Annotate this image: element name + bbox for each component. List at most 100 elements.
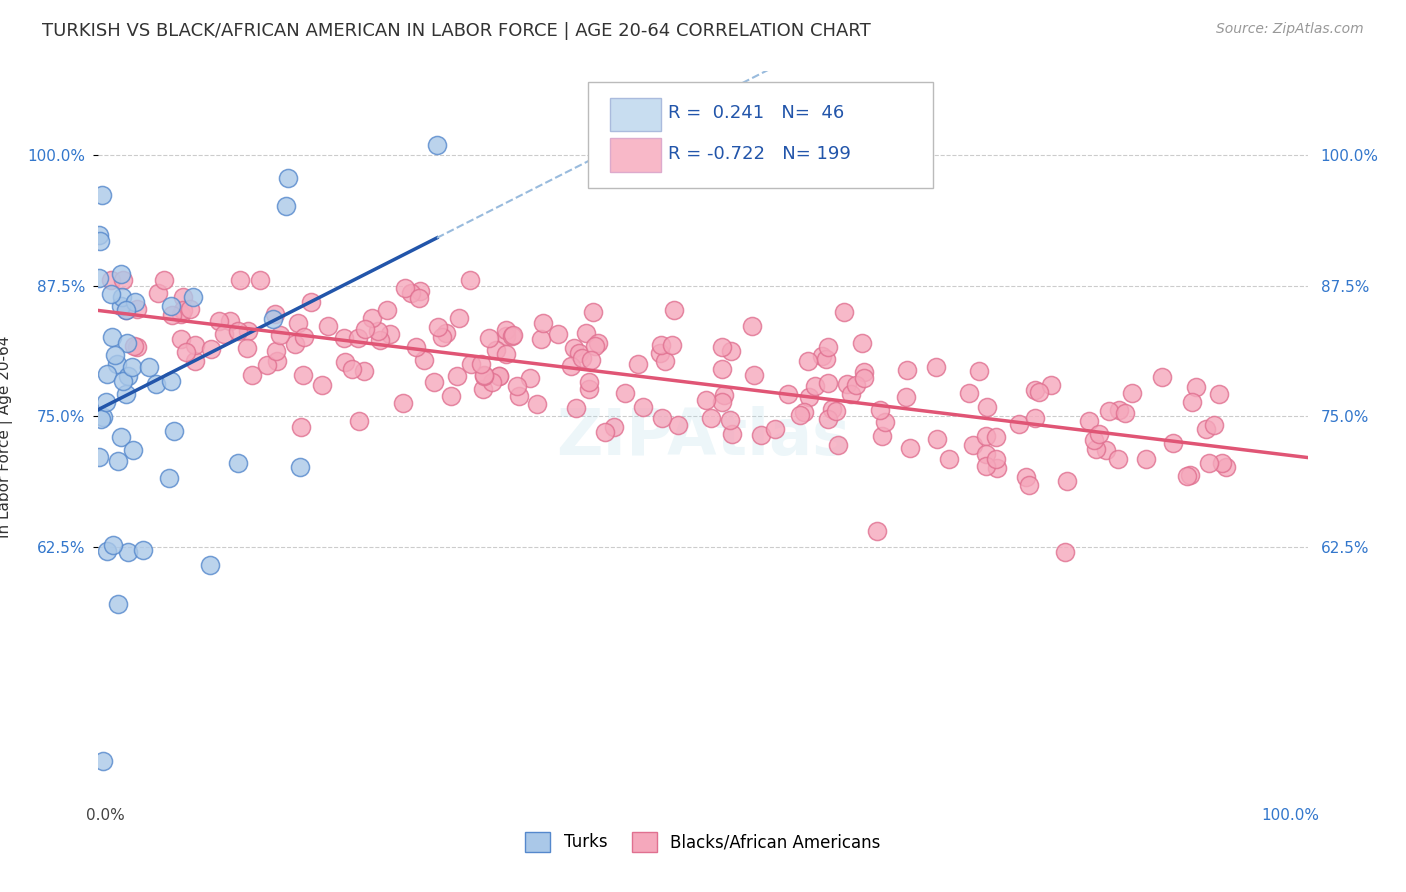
Point [478, 331, 501, 345]
Point [447, 311, 470, 326]
Point [96, 544, 118, 558]
Point [1039, 378, 1062, 392]
Point [160, 375, 183, 389]
Point [1024, 410, 1046, 425]
Point [962, 438, 984, 452]
Point [560, 359, 582, 374]
Point [94, 395, 117, 409]
Point [575, 326, 598, 341]
Point [562, 341, 585, 355]
Point [526, 397, 548, 411]
Point [896, 363, 918, 377]
Point [1175, 468, 1198, 483]
Point [311, 377, 333, 392]
Point [1053, 545, 1076, 559]
Point [938, 452, 960, 467]
Point [817, 376, 839, 390]
Text: 0.0%: 0.0% [86, 808, 125, 823]
Point [87, 227, 110, 242]
Point [650, 338, 672, 352]
Point [115, 302, 138, 317]
Point [720, 344, 742, 359]
Point [276, 198, 298, 212]
Point [172, 290, 194, 304]
Point [87, 271, 110, 285]
Point [125, 340, 148, 354]
Point [571, 351, 593, 366]
Point [986, 460, 1008, 475]
Point [613, 385, 636, 400]
Point [101, 538, 124, 552]
Point [430, 329, 453, 343]
Point [117, 368, 139, 383]
Point [125, 301, 148, 316]
Point [353, 364, 375, 378]
Point [375, 303, 398, 318]
Point [508, 389, 530, 403]
Point [472, 382, 495, 396]
Point [547, 327, 569, 342]
Point [797, 391, 820, 405]
Point [531, 316, 554, 330]
Point [446, 369, 468, 384]
Point [342, 362, 364, 376]
Point [287, 317, 309, 331]
Point [460, 357, 482, 371]
Point [198, 558, 221, 573]
Point [870, 429, 893, 443]
Point [104, 348, 127, 362]
Point [803, 378, 825, 392]
Text: Source: ZipAtlas.com: Source: ZipAtlas.com [1216, 22, 1364, 37]
Point [662, 303, 685, 318]
Point [110, 267, 132, 281]
Point [112, 273, 135, 287]
Point [212, 327, 235, 342]
Point [1152, 370, 1174, 384]
Point [399, 285, 422, 300]
Point [409, 284, 432, 298]
Point [89, 234, 111, 248]
Point [105, 357, 128, 371]
Point [256, 358, 278, 372]
Point [967, 363, 990, 377]
Point [333, 331, 356, 345]
Point [578, 375, 600, 389]
Point [170, 332, 193, 346]
Point [651, 411, 673, 425]
Point [392, 396, 415, 410]
Point [262, 312, 284, 326]
Point [519, 370, 541, 384]
Point [1185, 380, 1208, 394]
Point [824, 404, 846, 418]
Point [181, 290, 204, 304]
Point [695, 393, 717, 408]
Point [578, 382, 600, 396]
Point [236, 341, 259, 355]
Point [283, 337, 305, 351]
Point [711, 340, 734, 354]
Point [976, 459, 998, 474]
Point [1108, 403, 1130, 417]
Point [427, 320, 450, 334]
Point [749, 428, 772, 442]
Point [269, 328, 291, 343]
Point [869, 402, 891, 417]
Point [347, 331, 370, 345]
Text: TURKISH VS BLACK/AFRICAN AMERICAN IN LABOR FORCE | AGE 20-64 CORRELATION CHART: TURKISH VS BLACK/AFRICAN AMERICAN IN LAB… [42, 22, 870, 40]
Point [290, 420, 312, 434]
Text: ZIPAtlas: ZIPAtlas [555, 406, 851, 468]
Point [1084, 442, 1107, 456]
Point [654, 353, 676, 368]
Point [976, 400, 998, 414]
Point [172, 303, 194, 318]
Point [110, 430, 132, 444]
Point [1095, 442, 1118, 457]
Point [160, 308, 183, 322]
Point [124, 339, 146, 353]
Point [367, 324, 389, 338]
Point [122, 443, 145, 458]
Point [138, 359, 160, 374]
Point [208, 314, 231, 328]
Point [927, 433, 949, 447]
Point [107, 597, 129, 611]
